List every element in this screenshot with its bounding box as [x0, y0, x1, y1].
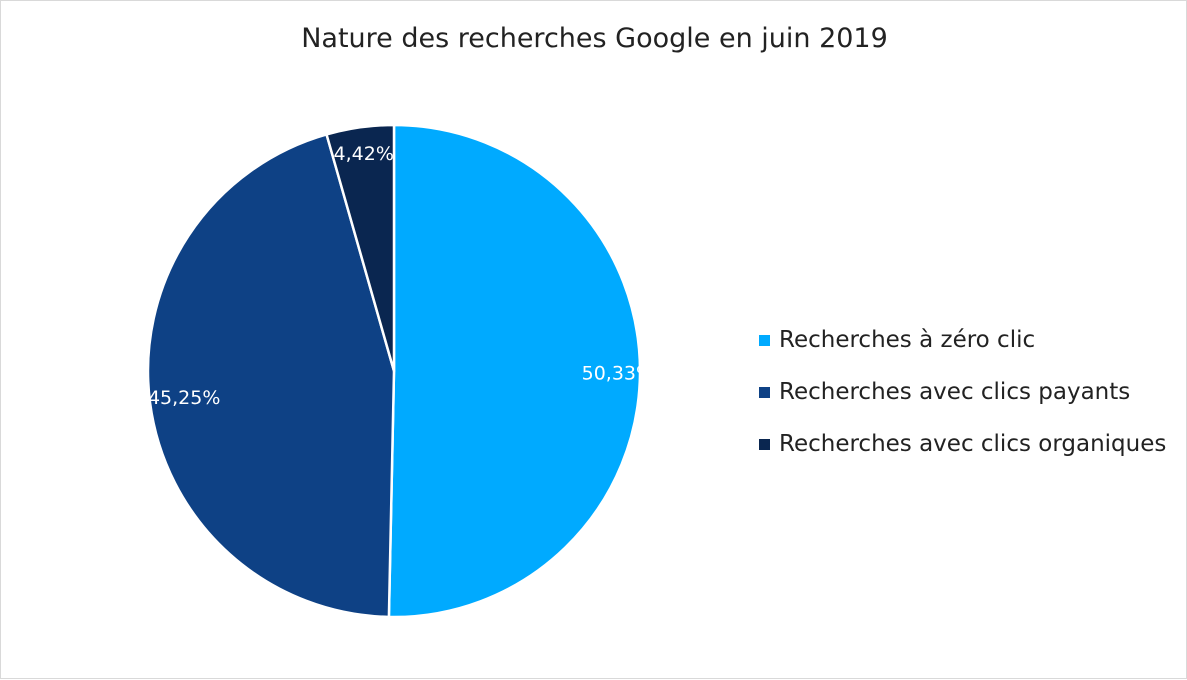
- legend-label-zero-clic: Recherches à zéro clic: [779, 327, 1036, 353]
- data-label-zero-clic: 50,33%: [582, 362, 654, 384]
- data-label-clics-payants: 45,25%: [148, 387, 220, 409]
- data-label-clics-organiques: 4,42%: [334, 143, 394, 165]
- legend-swatch-clics-organiques: [759, 438, 770, 450]
- legend-item-zero-clic: Recherches à zéro clic: [759, 314, 1166, 366]
- pie-slice-zero-clic: [387, 123, 642, 619]
- legend-item-clics-organiques: Recherches avec clics organiques: [759, 418, 1166, 470]
- legend-swatch-zero-clic: [759, 334, 770, 346]
- legend-item-clics-payants: Recherches avec clics payants: [759, 366, 1166, 418]
- chart-title: Nature des recherches Google en juin 201…: [301, 23, 888, 54]
- legend-label-clics-payants: Recherches avec clics payants: [779, 379, 1131, 405]
- legend-label-clics-organiques: Recherches avec clics organiques: [779, 431, 1167, 457]
- legend: Recherches à zéro clic Recherches avec c…: [759, 314, 1166, 470]
- pie-slice-clics-organiques: [325, 123, 396, 373]
- legend-swatch-clics-payants: [759, 386, 770, 398]
- pie-slice-clics-payants: [146, 133, 396, 619]
